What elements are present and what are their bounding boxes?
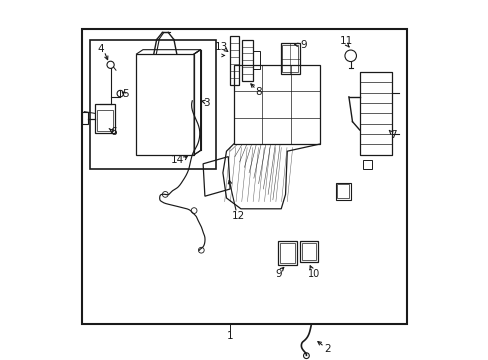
Bar <box>279 243 295 263</box>
Bar <box>82 29 406 324</box>
Bar <box>336 184 348 198</box>
Bar <box>230 36 239 85</box>
Text: 2: 2 <box>324 344 330 354</box>
Bar <box>253 50 260 68</box>
Text: 9: 9 <box>300 40 306 50</box>
Text: 4: 4 <box>97 44 103 54</box>
Bar <box>95 104 115 133</box>
Bar <box>335 183 350 200</box>
Text: 11: 11 <box>339 36 352 46</box>
Text: 12: 12 <box>231 211 244 221</box>
Bar <box>89 40 215 169</box>
Text: 9: 9 <box>275 269 282 279</box>
Bar <box>277 241 296 265</box>
Text: 7: 7 <box>390 130 396 140</box>
Text: 6: 6 <box>110 127 117 137</box>
Bar <box>97 110 113 131</box>
Bar <box>282 45 298 72</box>
Text: 10: 10 <box>307 269 319 279</box>
Text: 3: 3 <box>203 98 209 108</box>
Text: 5: 5 <box>122 89 129 99</box>
Text: 14: 14 <box>171 155 184 165</box>
Bar <box>242 40 253 81</box>
Bar <box>363 160 371 169</box>
Bar <box>359 72 391 155</box>
Text: 1: 1 <box>226 331 233 341</box>
Bar <box>280 43 300 74</box>
Bar <box>302 243 315 260</box>
Text: 8: 8 <box>254 87 261 97</box>
Bar <box>81 112 88 124</box>
Text: 13: 13 <box>214 42 227 52</box>
Bar <box>300 241 317 262</box>
